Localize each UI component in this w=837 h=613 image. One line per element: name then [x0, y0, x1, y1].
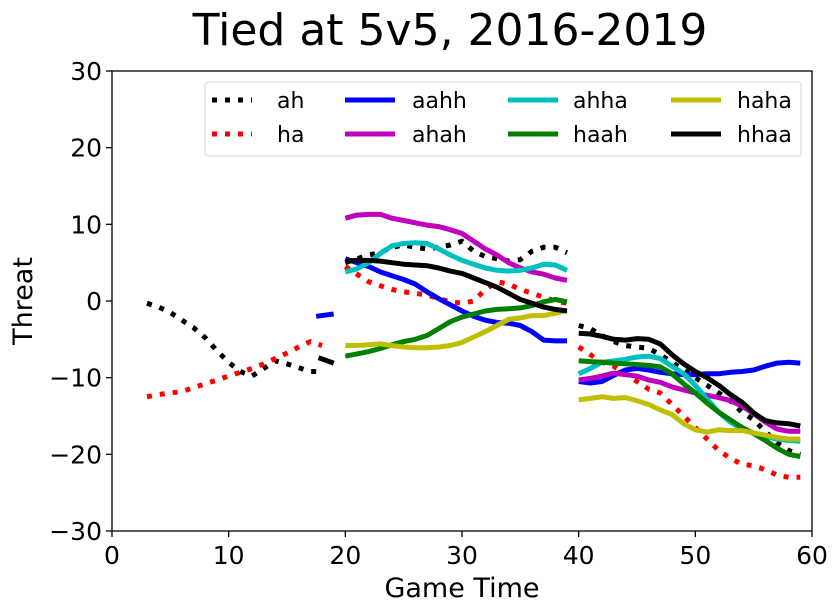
y-tick-label: 30 — [70, 57, 102, 86]
series-line-ha-segment-1 — [146, 339, 323, 400]
x-tick-label: 0 — [104, 541, 120, 570]
x-tick-label: 60 — [796, 541, 828, 570]
series-line-haha-segment-2 — [578, 394, 801, 442]
legend-label: haha — [737, 89, 792, 114]
legend-item-ah: ah — [212, 89, 304, 114]
series-line-ah-segment-3 — [578, 323, 802, 457]
series-line-haha-segment-1 — [345, 307, 568, 351]
series-line-ahah-segment-1 — [344, 211, 568, 283]
legend-item-ahha: ahha — [508, 89, 628, 114]
series-line-ha-segment-3 — [577, 344, 801, 480]
series-line-haah-segment-1 — [344, 297, 568, 359]
legend-item-ahah: ahah — [345, 123, 467, 148]
legend-label: aahh — [412, 89, 467, 114]
legend-label: ahah — [412, 123, 467, 148]
series-line-ah-segment-1 — [146, 300, 322, 379]
legend-label: ahha — [573, 89, 628, 114]
legend-label: haah — [573, 123, 628, 148]
series-layer — [146, 211, 802, 480]
legend-label: hhaa — [737, 123, 792, 148]
legend-item-hhaa: hhaa — [671, 123, 792, 148]
x-tick-label: 50 — [679, 541, 711, 570]
x-tick-label: 40 — [563, 541, 595, 570]
legend-label: ha — [277, 123, 304, 148]
x-axis-label: Game Time — [384, 573, 539, 604]
series-line-aahh-segment-1 — [315, 311, 335, 319]
chart-title: Tied at 5v5, 2016-2019 — [192, 5, 708, 56]
legend-item-haha: haha — [671, 89, 792, 114]
x-tick-label: 20 — [329, 541, 361, 570]
y-tick-label: 10 — [70, 210, 102, 239]
legend-label: ah — [277, 89, 304, 114]
y-axis-label: Threat — [8, 257, 39, 346]
series-line-ahha-segment-1 — [344, 240, 569, 275]
ticks-layer: 0 10 20 30 40 50 60 30 20 10 0 −10 −20 −30 — [49, 57, 828, 570]
y-tick-label: −10 — [49, 364, 102, 393]
y-tick-label: 0 — [86, 287, 102, 316]
series-line-hhaa-segment-3 — [578, 330, 801, 429]
legend-item-ha: ha — [212, 123, 304, 148]
series-line-ha-segment-2 — [343, 264, 568, 306]
y-tick-label: −20 — [49, 440, 102, 469]
x-tick-label: 30 — [446, 541, 478, 570]
y-tick-label: 20 — [70, 134, 102, 163]
series-line-hhaa-segment-1 — [317, 355, 335, 366]
series-line-ah-segment-2 — [344, 238, 569, 266]
legend-item-haah: haah — [508, 123, 628, 148]
y-tick-label: −30 — [49, 517, 102, 546]
series-line-hhaa-segment-2 — [345, 257, 568, 314]
legend-item-aahh: aahh — [345, 89, 467, 114]
x-tick-label: 10 — [213, 541, 245, 570]
series-line-haah-segment-2 — [578, 358, 801, 460]
series-line-aahh-segment-2 — [344, 256, 567, 344]
